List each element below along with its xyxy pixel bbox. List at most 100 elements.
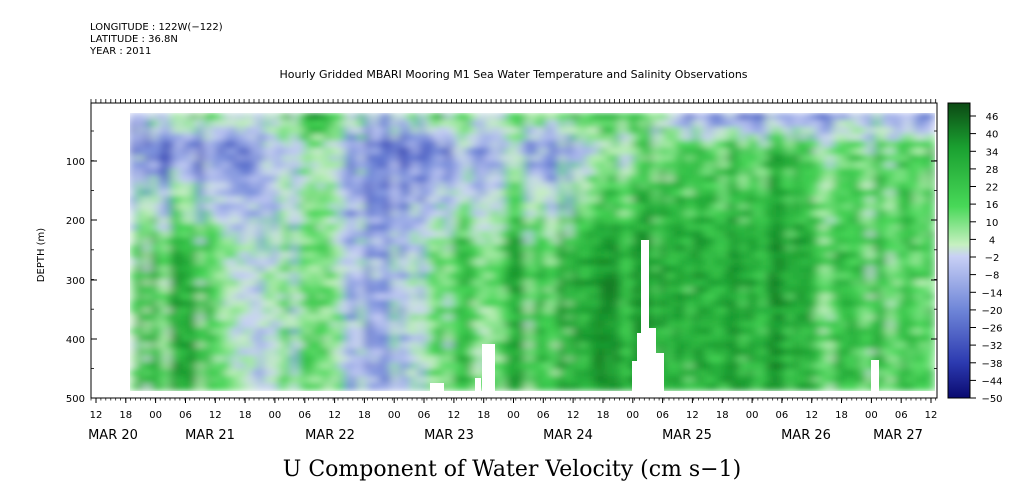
heatmap-cell (351, 293, 359, 301)
heatmap-cell (733, 334, 741, 343)
heatmap-cell (913, 341, 922, 350)
heatmap-cell (813, 154, 821, 163)
heatmap-cell (699, 119, 707, 128)
heatmap-cell (773, 223, 781, 232)
heatmap-cell (444, 258, 453, 266)
heatmap-cell (672, 355, 680, 363)
heatmap-cell (404, 355, 412, 363)
heatmap-cell (860, 286, 868, 294)
heatmap-cell (136, 175, 144, 183)
heatmap-cell (686, 147, 694, 156)
heatmap-cell (706, 209, 714, 218)
heatmap-cell (384, 258, 392, 266)
heatmap-cell (927, 126, 935, 135)
heatmap-cell (599, 265, 607, 273)
heatmap-cell (813, 168, 821, 176)
heatmap-cell (833, 320, 841, 329)
heatmap-cell (371, 258, 379, 266)
heatmap-cell (130, 348, 138, 356)
heatmap-cell (471, 306, 479, 315)
heatmap-cell (813, 230, 821, 239)
heatmap-cell (264, 230, 272, 239)
heatmap-cell (692, 113, 701, 121)
heatmap-cell (203, 320, 211, 329)
heatmap-cell (585, 293, 593, 301)
heatmap-cell (190, 369, 198, 377)
heatmap-cell (150, 147, 158, 156)
heatmap-cell (290, 286, 299, 294)
heatmap-cell (471, 147, 479, 156)
heatmap-cell (243, 348, 252, 356)
heatmap-cell (686, 161, 694, 169)
heatmap-cell (726, 334, 734, 343)
heatmap-cell (666, 216, 674, 225)
heatmap-cell (197, 244, 205, 253)
heatmap-cell (786, 265, 794, 273)
heatmap-cell (223, 133, 232, 142)
heatmap-cell (893, 119, 902, 128)
heatmap-cell (733, 251, 741, 260)
heatmap-cell (310, 189, 319, 197)
heatmap-cell (672, 369, 680, 377)
heatmap-cell (250, 320, 258, 329)
heatmap-cell (706, 161, 714, 169)
heatmap-cell (853, 147, 861, 156)
heatmap-cell (518, 182, 526, 190)
heatmap-cell (572, 341, 580, 350)
heatmap-cell (264, 272, 272, 280)
heatmap-cell (592, 286, 600, 294)
heatmap-cell (907, 133, 915, 142)
heatmap-cell (773, 348, 781, 356)
heatmap-cell (786, 251, 794, 260)
heatmap-cell (324, 251, 332, 260)
heatmap-cell (726, 299, 734, 308)
heatmap-cell (826, 154, 835, 163)
heatmap-cell (652, 182, 660, 190)
heatmap-cell (726, 258, 734, 266)
heatmap-cell (317, 119, 325, 128)
heatmap-cell (666, 119, 674, 128)
heatmap-cell (846, 230, 855, 239)
heatmap-cell (572, 376, 580, 384)
heatmap-cell (337, 376, 345, 384)
heatmap-cell (290, 355, 299, 363)
heatmap-cell (310, 258, 319, 266)
heatmap-cell (786, 334, 794, 343)
heatmap-cell (130, 182, 138, 190)
heatmap-cell (538, 244, 546, 253)
heatmap-cell (183, 168, 191, 176)
heatmap-cell (498, 362, 506, 370)
heatmap-cell (250, 203, 258, 211)
heatmap-cell (826, 168, 835, 176)
heatmap-cell (907, 279, 915, 287)
heatmap-cell (699, 313, 707, 322)
heatmap-cell (592, 327, 600, 336)
heatmap-cell (779, 334, 788, 343)
heatmap-cell (605, 251, 613, 260)
heatmap-cell (304, 272, 312, 280)
heatmap-cell (565, 369, 573, 377)
heatmap-cell (324, 133, 332, 142)
heatmap-cell (337, 258, 345, 266)
heatmap-cell (324, 362, 332, 370)
heatmap-cell (806, 209, 814, 218)
heatmap-cell (880, 237, 888, 246)
heatmap-cell (257, 362, 265, 370)
heatmap-cell (820, 203, 828, 211)
heatmap-cell (511, 265, 520, 273)
heatmap-cell (860, 168, 868, 176)
heatmap-cell (659, 299, 667, 308)
heatmap-cell (183, 334, 191, 343)
heatmap-cell (532, 147, 540, 156)
heatmap-cell (304, 119, 312, 128)
heatmap-cell (304, 265, 312, 273)
heatmap-cell (505, 147, 513, 156)
heatmap-cell (404, 348, 412, 356)
heatmap-cell (538, 327, 546, 336)
heatmap-cell (679, 126, 687, 135)
heatmap-cell (331, 320, 339, 329)
heatmap-cell (532, 265, 540, 273)
heatmap-cell (377, 175, 386, 183)
heatmap-cell (719, 154, 727, 163)
heatmap-cell (779, 140, 788, 149)
